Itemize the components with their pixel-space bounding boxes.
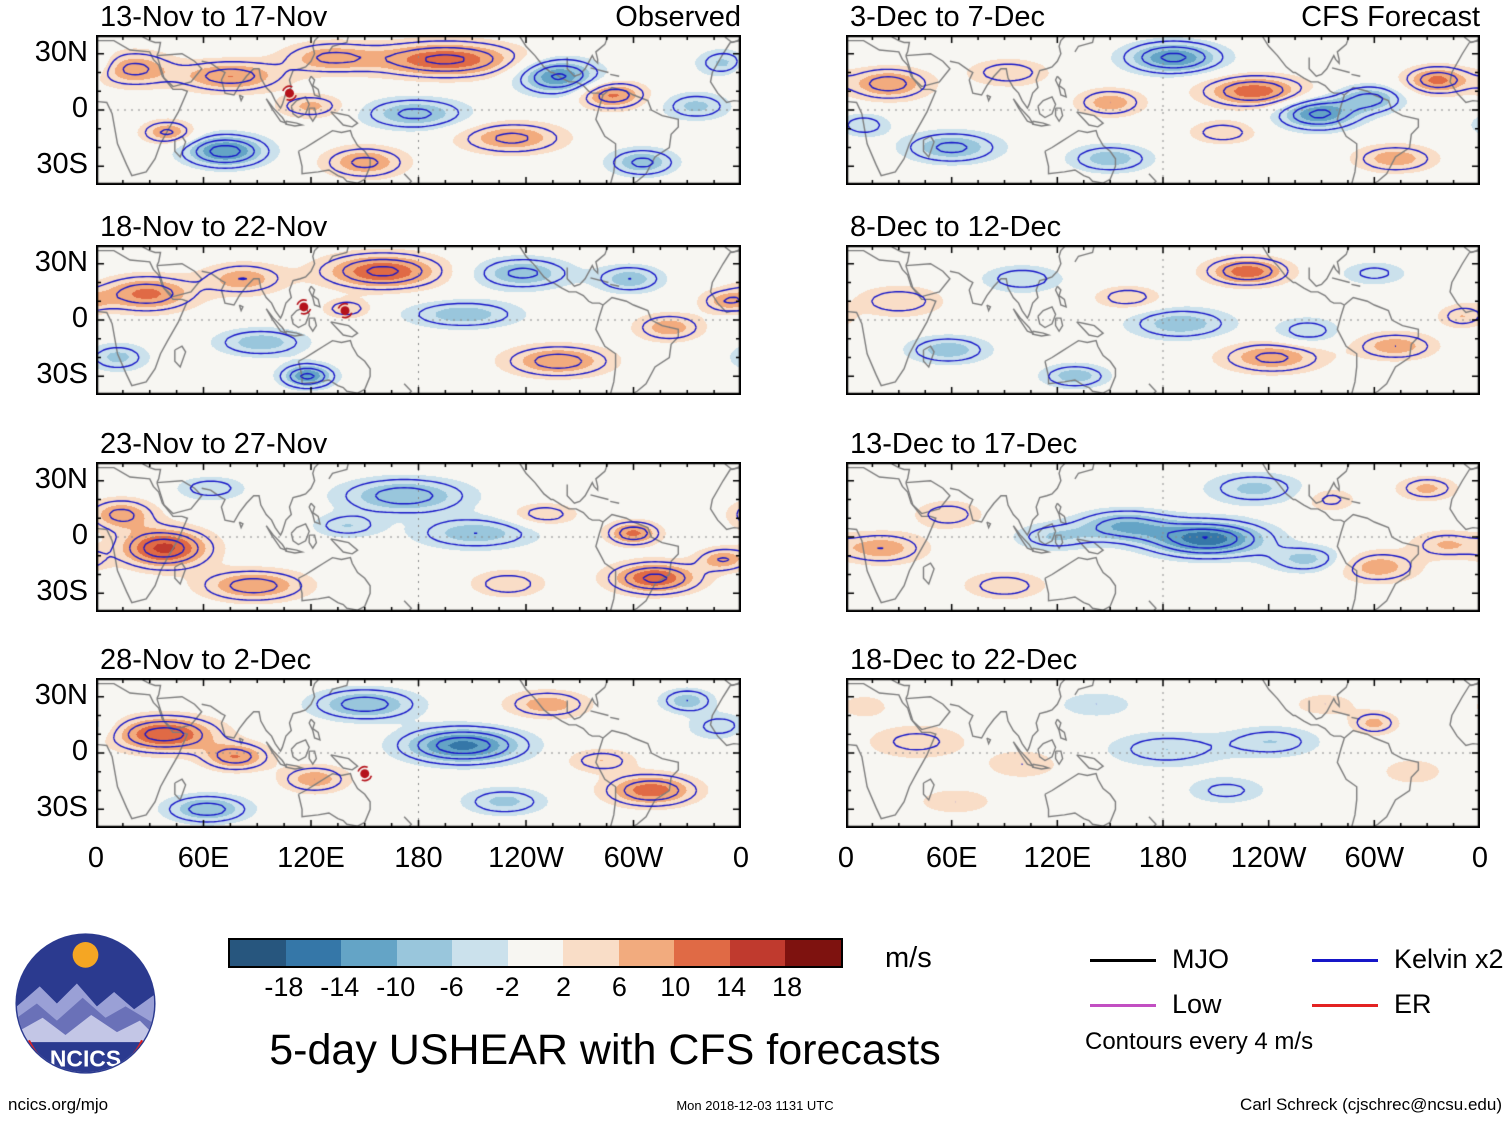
map-panel-5 — [846, 35, 1480, 185]
map-panel-6 — [846, 245, 1480, 395]
y-axis-label: 30N — [34, 462, 88, 495]
ncics-logo: NCICS — [15, 933, 156, 1074]
x-axis-label: 0 — [837, 842, 855, 874]
colorbar-units: m/s — [885, 942, 932, 974]
figure-title: 5-day USHEAR with CFS forecasts — [269, 1026, 941, 1074]
x-axis-label: 120W — [488, 842, 564, 874]
colorbar-tick-label: 18 — [772, 972, 803, 1002]
y-axis-label: 30N — [34, 678, 88, 711]
colorbar-segment — [396, 940, 453, 966]
y-axis-label: 30S — [36, 148, 88, 181]
x-axis-label: 60E — [925, 842, 978, 874]
x-axis-label: 120W — [1230, 842, 1307, 874]
panel-corner-label: CFS Forecast — [1301, 1, 1480, 33]
y-axis-label: 30N — [34, 245, 88, 278]
panel-title: 3-Dec to 7-Dec — [850, 1, 1046, 33]
map-panel-1 — [96, 35, 741, 185]
y-axis-label: 0 — [71, 518, 88, 551]
colorbar — [228, 938, 843, 968]
colorbar-tick-label: 6 — [611, 972, 627, 1002]
map-panel-8 — [846, 678, 1480, 828]
x-axis-label: 120E — [277, 842, 345, 874]
legend-line-er — [1312, 1004, 1378, 1007]
y-axis-label: 30S — [36, 358, 88, 391]
colorbar-tick-label: -10 — [376, 972, 416, 1002]
y-axis-label: 0 — [71, 301, 88, 334]
legend-label: Kelvin x2 — [1394, 944, 1504, 974]
logo-sun-icon — [72, 942, 99, 968]
x-axis-label: 0 — [1471, 842, 1489, 874]
y-axis-label: 0 — [71, 91, 88, 124]
footer-timestamp: Mon 2018-12-03 1131 UTC — [676, 1098, 834, 1113]
legend-line-mjo — [1090, 959, 1156, 962]
colorbar-segment — [618, 940, 675, 966]
colorbar-segment — [674, 940, 730, 966]
colorbar-segment — [507, 940, 564, 966]
colorbar-segment — [729, 940, 786, 966]
x-axis-label: 0 — [87, 842, 105, 874]
x-axis-label: 60W — [1344, 842, 1405, 874]
colorbar-tick-label: -6 — [439, 972, 464, 1002]
x-axis-label: 180 — [394, 842, 443, 874]
panel-title: 18-Dec to 22-Dec — [850, 644, 1078, 676]
x-axis-label: 60W — [603, 842, 664, 874]
legend-line-kelvin-x2 — [1312, 959, 1378, 962]
colorbar-segment — [785, 940, 842, 966]
y-axis-label: 0 — [71, 734, 88, 767]
y-axis-label: 30S — [36, 575, 88, 608]
panel-title: 13-Nov to 17-Nov — [100, 1, 328, 33]
colorbar-segment — [563, 940, 619, 966]
legend-line-low — [1090, 1004, 1156, 1007]
y-axis-label: 30N — [34, 35, 88, 68]
contour-note: Contours every 4 m/s — [1085, 1028, 1314, 1055]
panel-title: 8-Dec to 12-Dec — [850, 211, 1062, 243]
colorbar-tick-label: -18 — [264, 972, 304, 1002]
x-axis-label: 60E — [177, 842, 230, 874]
colorbar-segment — [341, 940, 397, 966]
x-axis-label: 180 — [1138, 842, 1188, 874]
colorbar-segment — [452, 940, 508, 966]
colorbar-tick-label: -2 — [495, 972, 520, 1002]
panel-title: 28-Nov to 2-Dec — [100, 644, 312, 676]
panel-title: 13-Dec to 17-Dec — [850, 428, 1078, 460]
colorbar-tick-label: 10 — [660, 972, 691, 1002]
footer-url: ncics.org/mjo — [8, 1095, 109, 1114]
legend-label: ER — [1394, 989, 1432, 1019]
panel-title: 18-Nov to 22-Nov — [100, 211, 328, 243]
colorbar-tick-label: -14 — [320, 972, 360, 1002]
panel-corner-label: Observed — [615, 1, 741, 33]
colorbar-tick-label: 2 — [555, 972, 571, 1002]
colorbar-segment — [285, 940, 342, 966]
x-axis-label: 0 — [732, 842, 750, 874]
legend-label: MJO — [1172, 944, 1229, 974]
panel-title: 23-Nov to 27-Nov — [100, 428, 328, 460]
map-panel-4 — [96, 678, 741, 828]
logo-text: NCICS — [50, 1045, 121, 1071]
colorbar-segment — [230, 940, 286, 966]
map-panel-2 — [96, 245, 741, 395]
map-panel-3 — [96, 462, 741, 612]
y-axis-label: 30S — [36, 791, 88, 824]
x-axis-label: 120E — [1023, 842, 1092, 874]
map-panel-7 — [846, 462, 1480, 612]
colorbar-tick-label: 14 — [716, 972, 747, 1002]
legend-label: Low — [1172, 989, 1222, 1019]
footer-author: Carl Schreck (cjschrec@ncsu.edu) — [1240, 1095, 1502, 1114]
